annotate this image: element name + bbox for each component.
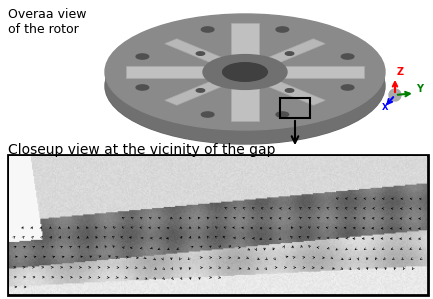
Ellipse shape [196,89,205,92]
Text: X: X [381,103,388,112]
Ellipse shape [389,89,401,101]
Polygon shape [231,23,259,59]
Ellipse shape [136,54,149,59]
Text: Z: Z [397,67,404,77]
Polygon shape [231,85,259,121]
Text: Y: Y [416,84,423,94]
Ellipse shape [276,112,289,117]
Ellipse shape [136,85,149,90]
Polygon shape [261,39,325,65]
Ellipse shape [285,89,294,92]
Ellipse shape [105,14,385,130]
Text: Closeup view at the vicinity of the gap: Closeup view at the vicinity of the gap [8,143,275,157]
Bar [280,98,310,118]
Ellipse shape [105,28,385,144]
Polygon shape [276,66,364,78]
Polygon shape [126,66,214,78]
PathPatch shape [105,72,385,144]
Ellipse shape [201,112,214,117]
Ellipse shape [285,52,294,55]
Polygon shape [261,79,325,105]
Ellipse shape [223,63,268,81]
Ellipse shape [201,27,214,32]
Bar [8,155,428,295]
Ellipse shape [341,54,354,59]
Polygon shape [165,39,229,65]
Ellipse shape [196,52,205,55]
Text: Overaa view
of the rotor: Overaa view of the rotor [8,8,87,36]
Ellipse shape [203,55,287,89]
Ellipse shape [276,27,289,32]
Ellipse shape [341,85,354,90]
Polygon shape [165,79,229,105]
